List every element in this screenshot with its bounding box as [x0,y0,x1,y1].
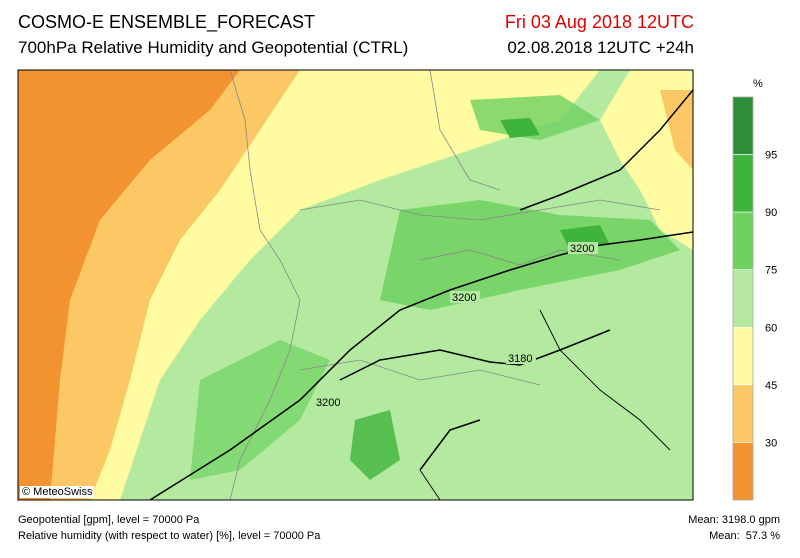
subtitle: 700hPa Relative Humidity and Geopotentia… [18,38,409,57]
footer-geopotential: Geopotential [gpm], level = 70000 Pa [18,514,200,526]
contour-label-bg [568,242,598,254]
colorbar-segment [732,326,754,386]
contour-label-bg [314,396,344,408]
contour-label: 3200 [570,243,594,255]
colorbar-segment [732,384,754,443]
colorbar-tick-label: 90 [765,207,777,219]
colorbar-tick-label: 75 [765,265,777,277]
wet-patch [350,410,400,480]
colorbar-unit: % [753,78,763,90]
colorbar-segment [732,211,754,271]
mean-geopotential: Mean: 3198.0 gpm [688,514,780,526]
copyright: © MeteoSwiss [20,486,95,498]
colorbar-segment [732,269,754,328]
colorbar-segment [732,96,754,155]
wet-band [380,200,680,310]
colorbar-segment [732,154,754,213]
colorbar-frame [732,96,754,501]
valid-time: Fri 03 Aug 2018 12UTC [504,12,694,32]
colorbar-tick-label: 60 [765,322,777,334]
wet-patch [500,118,540,138]
run-time: 02.08.2018 12UTC +24h [507,38,694,57]
contour-label: 3200 [452,292,476,304]
colorbar-tick-label: 45 [765,380,777,392]
contour-label: 3200 [316,397,340,409]
contour-label-bg [450,291,480,303]
colorbar-tick-label: 30 [765,437,777,449]
wet-patch [470,95,600,140]
coastlines [419,309,671,500]
contour-label: 3180 [508,353,532,365]
wet-patch [190,340,330,480]
driest-zone [18,70,240,500]
borders [229,70,661,500]
colorbar-tick-label: 95 [765,150,777,162]
contour-label-bg [506,352,536,364]
drier-zone-east [660,90,693,170]
mean-humidity: Mean: 57.3 % [709,530,780,542]
title: COSMO-E ENSEMBLE_FORECAST [18,12,316,32]
colorbar-segment [732,442,754,501]
colorbar: % 95 90 75 60 45 30 [732,78,777,501]
map-frame [17,69,694,501]
footer-humidity: Relative humidity (with respect to water… [18,530,321,542]
